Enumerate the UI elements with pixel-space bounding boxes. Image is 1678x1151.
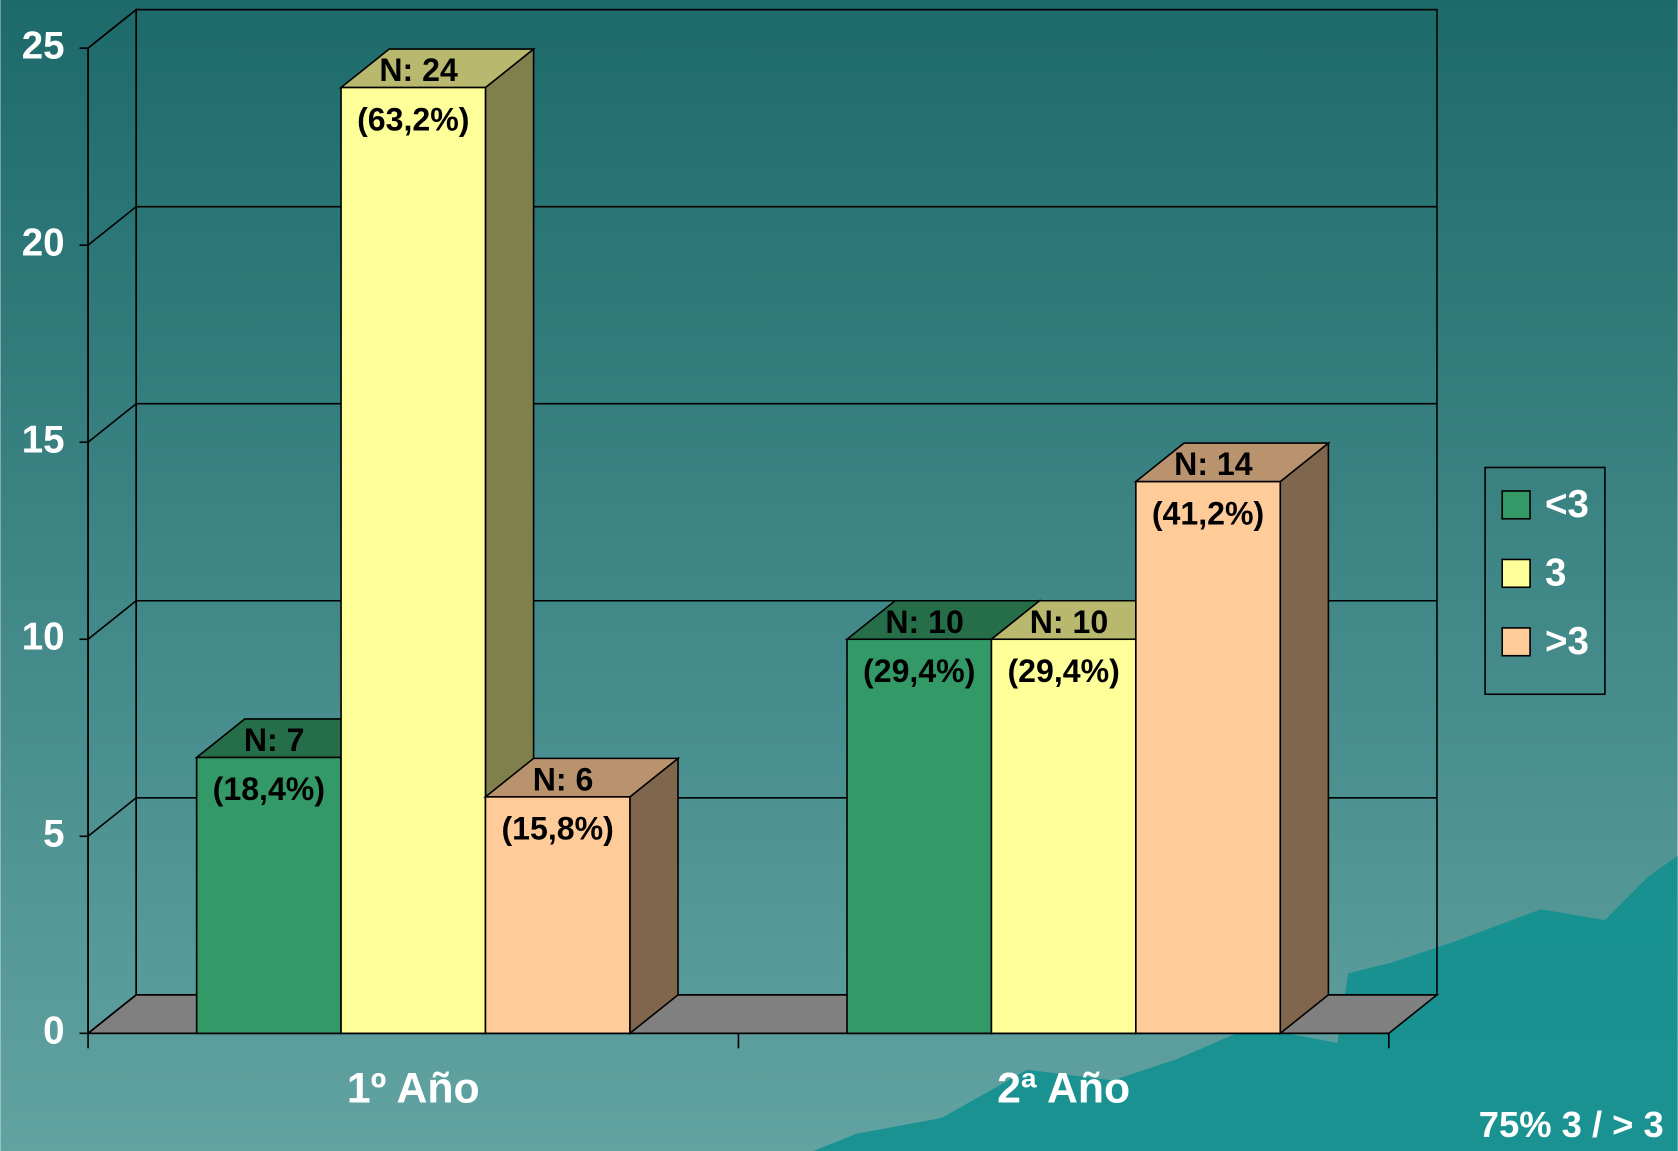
bar — [847, 639, 991, 1033]
data-label: (15,8%) — [502, 811, 614, 847]
bar — [991, 639, 1135, 1033]
chart: 75% 3 / > 3 0 5 10 15 20 25 1º Año N: 7 (18,4%) N… — [0, 0, 1678, 1151]
y-tick-label: 20 — [22, 221, 65, 264]
data-label: N: 6 — [533, 761, 594, 797]
x-tick-label: 2ª Año — [997, 1064, 1130, 1112]
data-label: N: 10 — [1030, 604, 1108, 640]
legend-label: <3 — [1545, 483, 1589, 526]
legend-label: 3 — [1545, 552, 1566, 595]
legend-label: >3 — [1545, 620, 1589, 663]
data-label: N: 10 — [885, 604, 963, 640]
bar-side — [1280, 443, 1328, 1033]
bar — [341, 88, 485, 1034]
y-tick-label: 15 — [22, 418, 65, 461]
bar-side — [630, 758, 678, 1033]
data-label: N: 7 — [244, 722, 305, 758]
data-label: N: 14 — [1174, 446, 1253, 482]
y-tick-label: 0 — [43, 1010, 64, 1053]
bar — [1136, 482, 1280, 1034]
annotation: 75% 3 / > 3 — [1479, 1104, 1664, 1145]
y-tick-label: 10 — [22, 615, 65, 658]
page: {"chart_data": { "type": "bar3d", "categ… — [0, 0, 1678, 1151]
data-label: (29,4%) — [863, 653, 975, 689]
legend-swatch — [1502, 491, 1530, 519]
data-label: (41,2%) — [1152, 495, 1264, 531]
legend-swatch — [1502, 628, 1530, 656]
data-label: (18,4%) — [213, 771, 325, 807]
data-label: (63,2%) — [357, 101, 469, 137]
data-label: (29,4%) — [1007, 653, 1119, 689]
legend-swatch — [1502, 559, 1530, 587]
x-tick-label: 1º Año — [347, 1064, 480, 1112]
data-label: N: 24 — [379, 52, 458, 88]
y-tick-label: 5 — [43, 812, 64, 855]
y-tick-label: 25 — [22, 24, 65, 67]
